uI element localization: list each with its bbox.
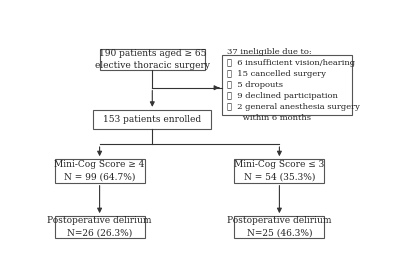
Text: Mini-Cog Score ≥ 4
N = 99 (64.7%): Mini-Cog Score ≥ 4 N = 99 (64.7%)	[54, 160, 145, 182]
FancyBboxPatch shape	[94, 110, 211, 129]
Text: 37 ineligible due to:
☒  6 insufficient vision/hearing
☒  15 cancelled surgery
☒: 37 ineligible due to: ☒ 6 insufficient v…	[227, 48, 360, 122]
FancyBboxPatch shape	[55, 216, 144, 238]
Text: 190 patients aged ≥ 65
elective thoracic surgery: 190 patients aged ≥ 65 elective thoracic…	[95, 49, 210, 70]
Text: Postoperative delirium
N=26 (26.3%): Postoperative delirium N=26 (26.3%)	[47, 216, 152, 238]
FancyBboxPatch shape	[100, 49, 205, 70]
Text: 153 patients enrolled: 153 patients enrolled	[103, 115, 201, 124]
Text: Postoperative delirium
N=25 (46.3%): Postoperative delirium N=25 (46.3%)	[227, 216, 332, 238]
FancyBboxPatch shape	[234, 216, 324, 238]
FancyBboxPatch shape	[55, 159, 144, 183]
FancyBboxPatch shape	[222, 55, 352, 115]
Text: Mini-Cog Score ≤ 3
N = 54 (35.3%): Mini-Cog Score ≤ 3 N = 54 (35.3%)	[234, 160, 324, 182]
FancyBboxPatch shape	[234, 159, 324, 183]
